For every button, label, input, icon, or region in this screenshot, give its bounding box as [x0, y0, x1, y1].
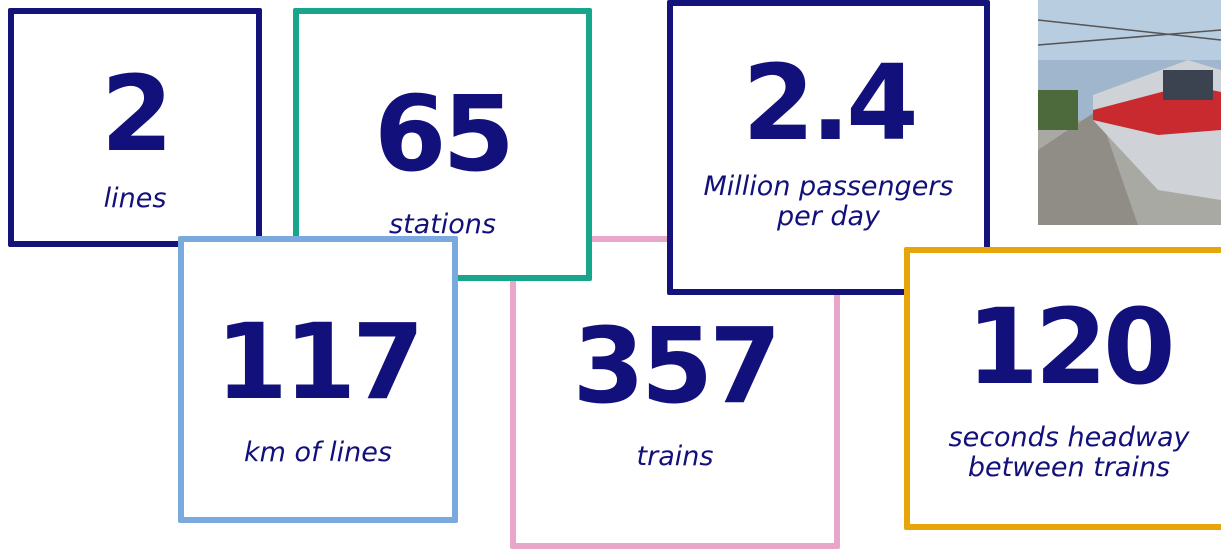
stat-number: 120: [966, 286, 1175, 408]
stat-label: trains: [636, 441, 714, 472]
stat-number: 2: [100, 53, 173, 175]
stat-number: 117: [215, 301, 424, 423]
stat-box: 120 seconds headway between trains: [904, 247, 1221, 530]
stat-label: km of lines: [244, 437, 392, 468]
stat-label: Million passengers: [703, 171, 954, 202]
stat-box: 2 lines: [8, 8, 262, 247]
stat-number: 357: [572, 305, 781, 427]
stat-box: 65 stations: [293, 8, 592, 281]
train-photo: [1038, 0, 1221, 225]
stat-number: 2.4: [742, 42, 918, 164]
stat-box: 117 km of lines: [178, 236, 458, 523]
stat-label: lines: [103, 183, 167, 214]
stat-number: 65: [374, 73, 515, 195]
stat-label: between trains: [967, 452, 1171, 483]
stat-label: per day: [776, 201, 881, 232]
stat-label: seconds headway: [948, 422, 1190, 453]
stat-box: 2.4 Million passengers per day: [667, 0, 990, 295]
stat-label: stations: [389, 209, 496, 240]
